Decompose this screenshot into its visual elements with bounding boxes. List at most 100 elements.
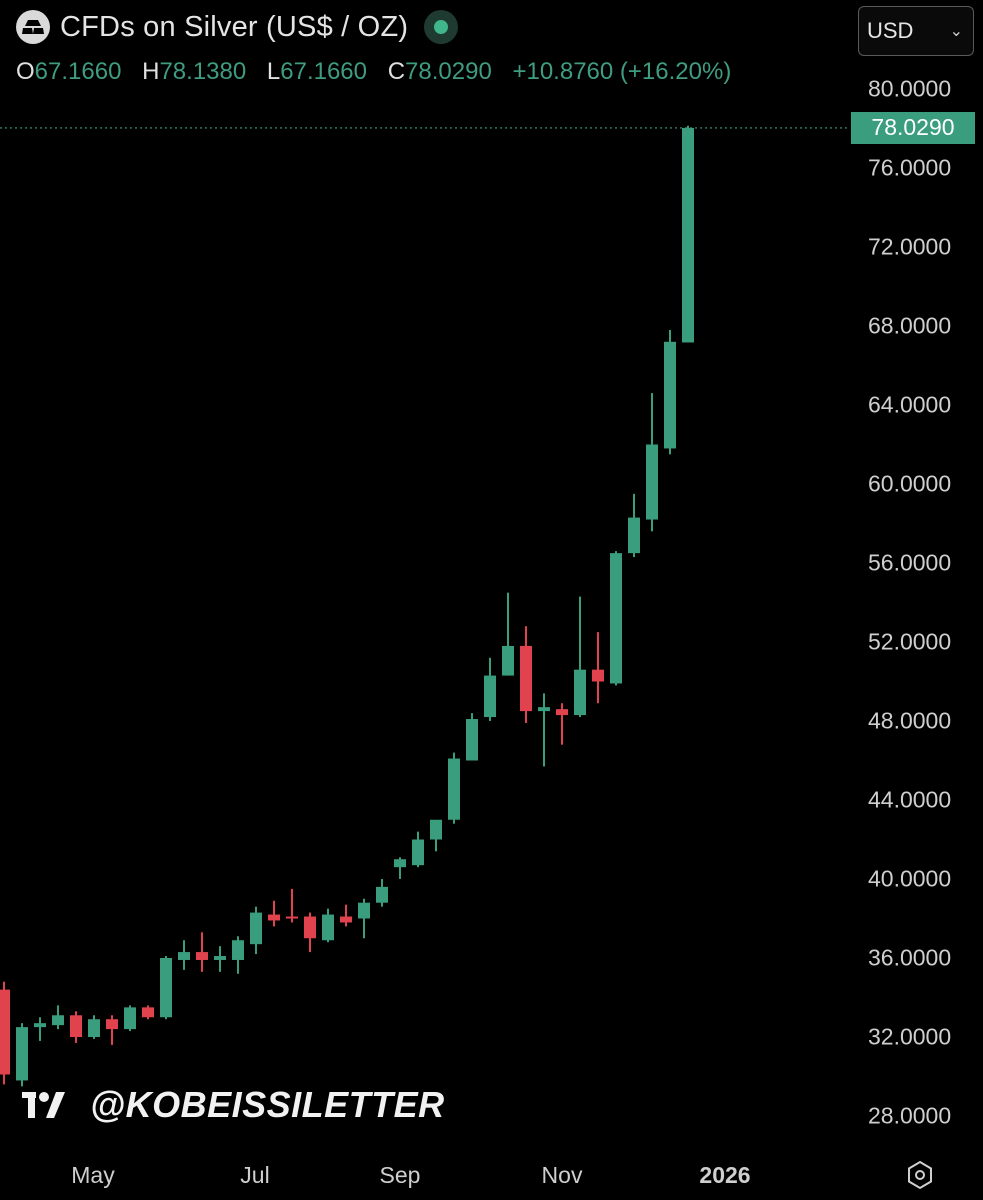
candle[interactable] <box>0 981 10 1085</box>
candle-body <box>574 669 586 716</box>
chevron-down-icon: ⌄ <box>949 23 963 40</box>
candle[interactable] <box>484 657 496 721</box>
candle-body <box>484 675 496 718</box>
currency-value: USD <box>867 18 914 43</box>
candle-body <box>268 914 280 921</box>
close-label: C <box>387 58 406 85</box>
candle[interactable] <box>70 1011 82 1043</box>
candle-body <box>502 645 514 676</box>
candle[interactable] <box>520 626 532 723</box>
y-tick-label: 80.0000 <box>868 75 952 102</box>
candle[interactable] <box>88 1015 100 1039</box>
candle[interactable] <box>430 819 442 852</box>
candle-body <box>196 952 208 960</box>
candle-body <box>322 914 334 941</box>
candle[interactable] <box>196 932 208 972</box>
candle[interactable] <box>286 888 298 923</box>
candle-body <box>520 645 532 712</box>
high-value: 78.1380 <box>159 58 247 85</box>
candle[interactable] <box>268 900 280 927</box>
candle[interactable] <box>160 956 172 1020</box>
candle-body <box>142 1007 154 1018</box>
watermark-handle: @KOBEISSILETTER <box>90 1084 445 1125</box>
candle[interactable] <box>142 1005 154 1020</box>
candle[interactable] <box>682 125 694 343</box>
y-tick-label: 60.0000 <box>868 470 952 497</box>
candle-body <box>610 553 622 684</box>
watermark: @KOBEISSILETTER <box>20 1084 445 1126</box>
candle[interactable] <box>412 831 424 868</box>
candle-body <box>376 886 388 903</box>
candle-body <box>232 940 244 960</box>
candle[interactable] <box>250 906 262 955</box>
high-label: H <box>142 58 160 85</box>
candle-body <box>286 916 298 919</box>
y-tick-label: 28.0000 <box>868 1102 952 1129</box>
candle-body <box>664 341 676 449</box>
x-tick-label: Jul <box>240 1162 270 1188</box>
change-value: +10.8760 (+16.20%) <box>512 58 732 85</box>
candle[interactable] <box>214 946 226 972</box>
candle[interactable] <box>448 752 460 824</box>
candle[interactable] <box>574 596 586 718</box>
candle-body <box>88 1019 100 1037</box>
candle[interactable] <box>304 912 316 953</box>
open-value: 67.1660 <box>34 58 122 85</box>
y-tick-label: 52.0000 <box>868 628 952 655</box>
candle-body <box>214 956 226 960</box>
candle-body <box>412 839 424 866</box>
candle[interactable] <box>664 329 676 455</box>
settings-icon[interactable] <box>903 1158 937 1192</box>
candle-body <box>538 707 550 712</box>
candle-body <box>160 958 172 1018</box>
candle-body <box>592 669 604 682</box>
y-tick-label: 44.0000 <box>868 786 952 813</box>
candle-body <box>0 989 10 1075</box>
candle[interactable] <box>376 879 388 907</box>
candle[interactable] <box>502 592 514 676</box>
market-open-dot <box>434 20 449 34</box>
candle-body <box>628 517 640 554</box>
candle-body <box>556 709 568 716</box>
candle-body <box>250 912 262 945</box>
currency-select[interactable]: USD ⌄ <box>858 6 974 56</box>
market-status-icon[interactable] <box>424 10 459 44</box>
candle[interactable] <box>628 493 640 558</box>
candle[interactable] <box>646 393 658 532</box>
candle-body <box>304 916 316 939</box>
candle[interactable] <box>592 632 604 704</box>
candle-body <box>34 1023 46 1028</box>
close-value: 78.0290 <box>405 58 492 85</box>
tradingview-logo-icon <box>22 1092 65 1118</box>
candles-group <box>0 125 694 1087</box>
candle[interactable] <box>124 1005 136 1032</box>
candle[interactable] <box>232 936 244 974</box>
y-tick-label: 48.0000 <box>868 707 952 734</box>
candle-body <box>394 859 406 868</box>
candle[interactable] <box>52 1005 64 1030</box>
candle[interactable] <box>178 940 190 970</box>
candle[interactable] <box>466 713 478 761</box>
candle[interactable] <box>358 898 370 939</box>
x-tick-label: May <box>71 1162 115 1188</box>
chart-header: CFDs on Silver (US$ / OZ) <box>16 10 459 44</box>
candle[interactable] <box>322 908 334 943</box>
candle[interactable] <box>394 857 406 879</box>
candle[interactable] <box>34 1017 46 1041</box>
candle[interactable] <box>16 1023 28 1087</box>
candle-body <box>646 444 658 520</box>
candle[interactable] <box>556 703 568 745</box>
candle[interactable] <box>538 693 550 767</box>
candle-body <box>178 952 190 960</box>
candle[interactable] <box>106 1015 118 1045</box>
low-label: L <box>266 58 281 85</box>
y-tick-label: 76.0000 <box>868 154 952 181</box>
candle-body <box>70 1015 82 1037</box>
y-tick-label: 68.0000 <box>868 312 952 339</box>
symbol-title[interactable]: CFDs on Silver (US$ / OZ) <box>60 10 409 43</box>
candle[interactable] <box>340 904 352 927</box>
candle[interactable] <box>610 551 622 686</box>
candle-body <box>16 1027 28 1081</box>
y-tick-label: 56.0000 <box>868 549 952 576</box>
